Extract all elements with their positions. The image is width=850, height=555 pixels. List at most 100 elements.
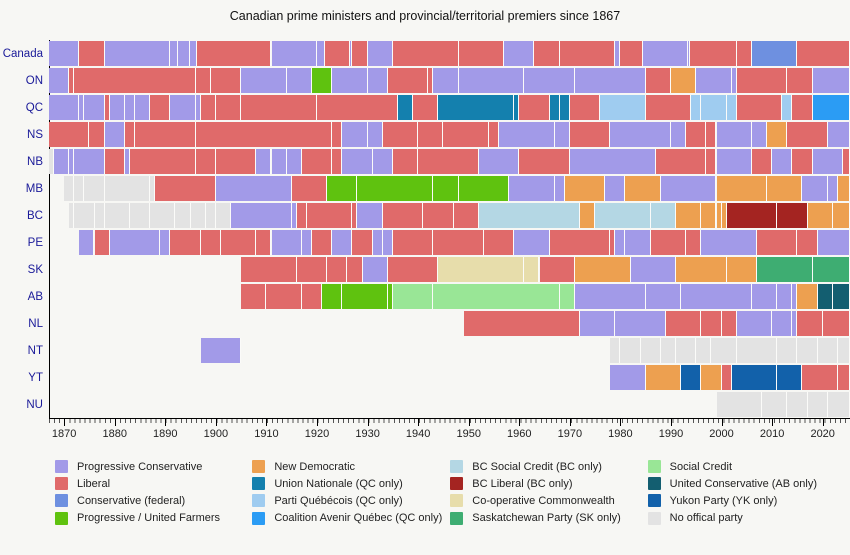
timeline-segment [736, 311, 773, 336]
timeline-segment [504, 41, 535, 66]
x-axis-tick [317, 419, 318, 426]
timeline-segment [716, 176, 768, 201]
row-track [49, 257, 850, 282]
timeline-segment [772, 149, 793, 174]
timeline-segment [620, 41, 644, 66]
timeline-segment [241, 257, 297, 282]
timeline-segment [802, 365, 838, 390]
timeline-segment [670, 68, 697, 93]
timeline-segment [109, 95, 125, 120]
timeline-segment [620, 338, 641, 363]
timeline-segment [438, 257, 525, 282]
timeline-segment [610, 230, 616, 255]
timeline-segment [832, 203, 850, 228]
x-axis-tick-label: 1930 [355, 428, 380, 440]
row-track [49, 203, 850, 228]
timeline-segment [751, 284, 778, 309]
timeline-segment [200, 230, 221, 255]
legend-item-bclib: BC Liberal (BC only) [450, 475, 639, 492]
timeline-segment [610, 122, 671, 147]
timeline-segment [837, 176, 850, 201]
timeline-segment [605, 176, 626, 201]
legend-item-yp: Yukon Party (YK only) [647, 492, 837, 509]
timeline-segment [332, 68, 368, 93]
timeline-segment [49, 95, 80, 120]
timeline-segment [301, 230, 312, 255]
x-axis-tick-label: 1920 [304, 428, 330, 440]
timeline-segment [716, 149, 752, 174]
legend-label: Coalition Avenir Québec (QC only) [274, 512, 443, 525]
timeline-segment [569, 149, 656, 174]
timeline-segment [549, 230, 611, 255]
timeline-segment [124, 122, 135, 147]
timeline-segment [706, 149, 717, 174]
chart-title: Canadian prime ministers and provincial/… [229, 9, 621, 23]
timeline-segment [792, 95, 813, 120]
timeline-segment [170, 230, 201, 255]
timeline-segment [827, 122, 850, 147]
timeline-segment [458, 176, 510, 201]
timeline-segment [736, 41, 752, 66]
timeline-segment [84, 95, 105, 120]
timeline-segment [559, 284, 575, 309]
x-axis-tick [569, 419, 571, 426]
timeline-segment [812, 68, 850, 93]
timeline-segment [387, 68, 429, 93]
x-axis-tick-label: 1990 [658, 428, 684, 440]
x-axis-tick-label: 1880 [102, 428, 127, 440]
timeline-segment [438, 95, 515, 120]
timeline-segment [306, 203, 353, 228]
legend-swatch [647, 511, 661, 525]
timeline-row-bc: BC [0, 202, 850, 229]
timeline-segment [569, 122, 611, 147]
row-track [49, 338, 850, 363]
timeline-segment [357, 203, 383, 228]
timeline-segment [817, 338, 838, 363]
timeline-segment [453, 203, 479, 228]
timeline-segment [311, 230, 333, 255]
timeline-segment [286, 149, 302, 174]
timeline-segment [777, 338, 798, 363]
timeline-segment [74, 68, 196, 93]
legend-label: United Conservative (AB only) [669, 477, 817, 490]
timeline-segment [332, 230, 353, 255]
legend-swatch [647, 477, 661, 491]
row-track [49, 122, 850, 147]
row-label-nb: NB [27, 155, 43, 168]
timeline-row-ns: NS [0, 121, 850, 148]
legend-swatch [252, 511, 266, 525]
timeline-segment [215, 203, 232, 228]
timeline-row-nl: NL [0, 310, 850, 337]
timeline-segment [574, 68, 646, 93]
timeline-segment [352, 230, 373, 255]
timeline-segment [190, 203, 206, 228]
timeline-segment [428, 68, 434, 93]
timeline-segment [94, 203, 105, 228]
timeline-segment [726, 257, 757, 282]
timeline-segment [756, 230, 798, 255]
timeline-segment [777, 203, 808, 228]
x-axis-tick [64, 419, 66, 426]
timeline-segment [170, 41, 178, 66]
timeline-segment [797, 338, 818, 363]
timeline-segment [478, 203, 580, 228]
timeline-segment [433, 68, 459, 93]
timeline-segment [721, 365, 732, 390]
x-axis-tick [519, 419, 521, 426]
x-axis-tick-label: 1950 [456, 428, 481, 440]
timeline-row-mb: MB [0, 175, 850, 202]
timeline-segment [777, 284, 793, 309]
timeline-segment [418, 122, 444, 147]
timeline-segment [792, 149, 813, 174]
timeline-segment [615, 311, 666, 336]
timeline-segment [731, 68, 737, 93]
timeline-segment [271, 230, 302, 255]
timeline-segment [49, 68, 70, 93]
timeline-segment [797, 311, 823, 336]
timeline-segment [640, 338, 661, 363]
timeline-segment [827, 176, 838, 201]
x-axis-tick [165, 419, 167, 426]
row-label-bc: BC [27, 209, 43, 222]
timeline-segment [79, 230, 95, 255]
legend-swatch [55, 477, 68, 491]
